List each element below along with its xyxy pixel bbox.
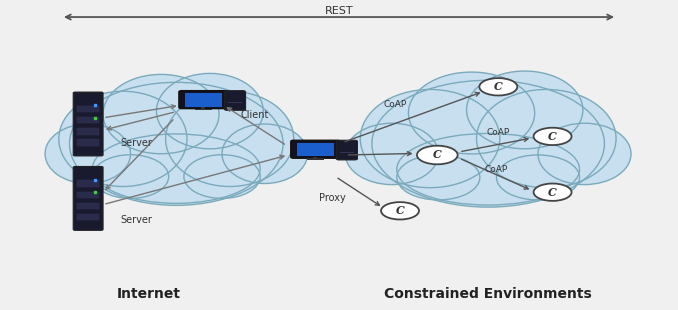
Text: C: C: [494, 81, 503, 92]
Ellipse shape: [345, 123, 438, 184]
FancyBboxPatch shape: [224, 91, 245, 110]
Bar: [77, 214, 99, 220]
Bar: [340, 152, 354, 153]
FancyBboxPatch shape: [179, 91, 228, 108]
Ellipse shape: [70, 82, 283, 205]
Bar: [313, 157, 317, 159]
Text: Constrained Environments: Constrained Environments: [384, 287, 592, 301]
Circle shape: [534, 128, 572, 145]
FancyBboxPatch shape: [73, 92, 103, 156]
FancyBboxPatch shape: [291, 140, 340, 158]
Ellipse shape: [59, 91, 187, 187]
Text: CoAP: CoAP: [487, 128, 510, 137]
Text: CoAP: CoAP: [485, 165, 508, 174]
Bar: [77, 180, 99, 187]
Bar: [228, 102, 242, 103]
Ellipse shape: [157, 73, 263, 149]
Text: Server: Server: [121, 215, 153, 225]
Bar: [77, 128, 99, 135]
Text: C: C: [548, 131, 557, 142]
Ellipse shape: [496, 155, 580, 200]
Bar: [185, 93, 222, 107]
Ellipse shape: [103, 74, 219, 154]
Ellipse shape: [466, 71, 583, 149]
Ellipse shape: [397, 155, 480, 200]
Ellipse shape: [397, 133, 580, 205]
Text: REST: REST: [325, 6, 353, 16]
Bar: [77, 140, 99, 146]
Bar: [77, 192, 99, 198]
Ellipse shape: [408, 72, 535, 154]
Ellipse shape: [92, 155, 169, 198]
Bar: [297, 143, 334, 156]
Circle shape: [381, 202, 419, 219]
Text: C: C: [433, 149, 442, 161]
Ellipse shape: [372, 80, 604, 207]
Bar: [77, 106, 99, 112]
Ellipse shape: [92, 134, 260, 203]
Text: Internet: Internet: [117, 287, 181, 301]
Circle shape: [479, 78, 517, 95]
Text: CoAP: CoAP: [383, 100, 406, 109]
Text: C: C: [548, 187, 557, 198]
Bar: [307, 158, 323, 160]
Circle shape: [417, 146, 458, 164]
FancyBboxPatch shape: [73, 166, 103, 230]
Ellipse shape: [222, 124, 308, 184]
Ellipse shape: [477, 90, 616, 188]
Bar: [77, 203, 99, 209]
Ellipse shape: [45, 124, 131, 184]
Text: Client: Client: [241, 110, 269, 120]
Ellipse shape: [184, 155, 260, 198]
Bar: [195, 109, 212, 110]
Ellipse shape: [538, 123, 631, 184]
Bar: [77, 117, 99, 123]
Text: Server: Server: [121, 138, 153, 148]
FancyBboxPatch shape: [336, 140, 357, 160]
Text: C: C: [395, 205, 405, 216]
Ellipse shape: [360, 90, 500, 188]
Ellipse shape: [165, 91, 294, 187]
Bar: [201, 107, 205, 109]
Text: Proxy: Proxy: [319, 193, 346, 203]
Circle shape: [534, 184, 572, 201]
